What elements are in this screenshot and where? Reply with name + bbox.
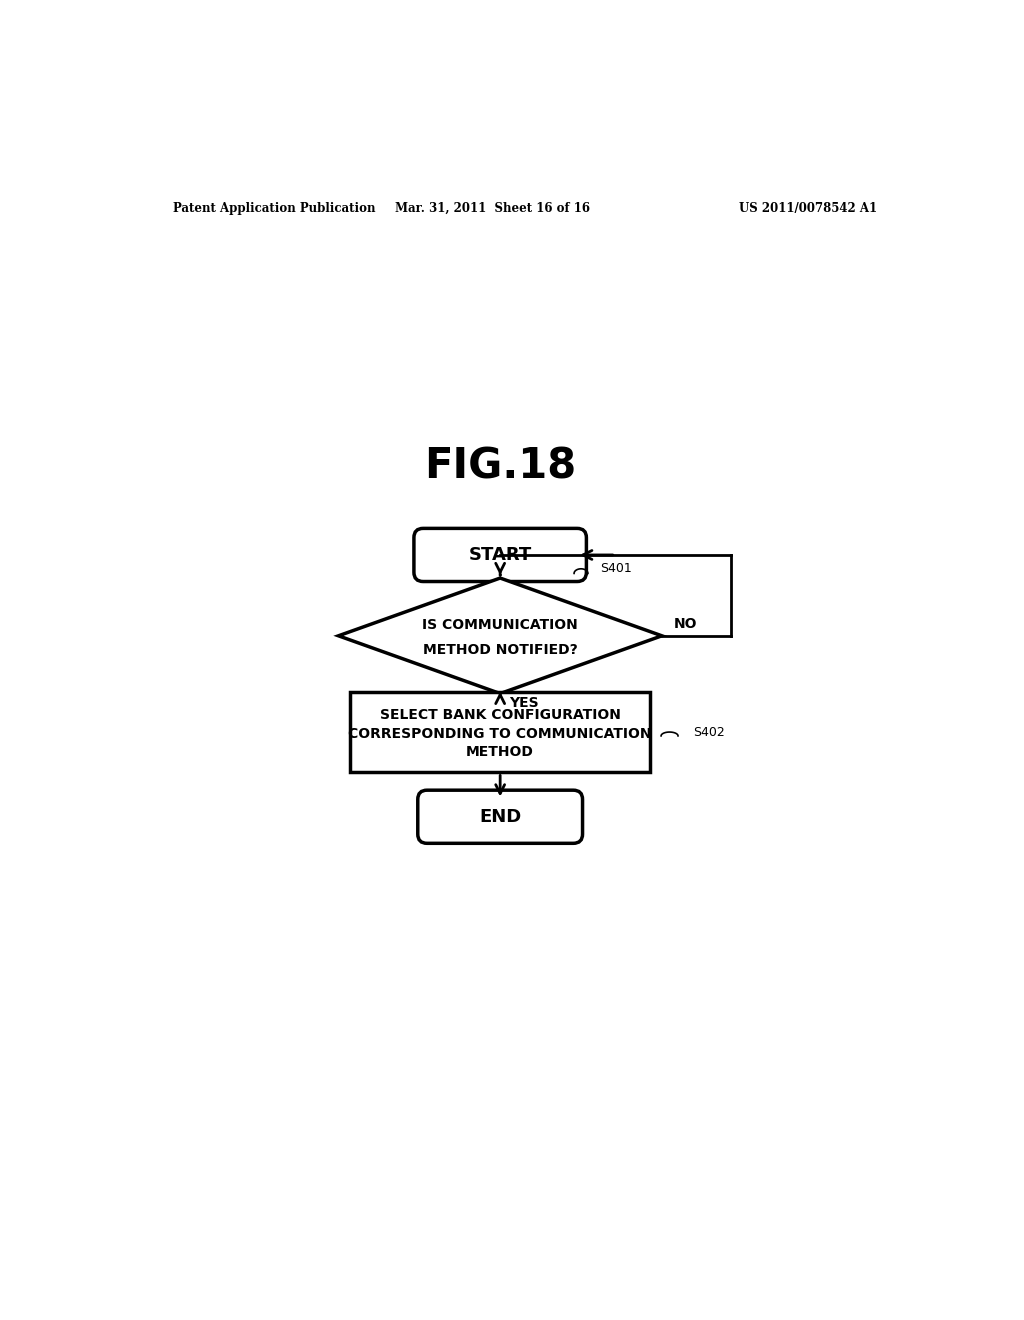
Polygon shape — [339, 578, 662, 693]
Bar — [350, 692, 650, 772]
Text: IS COMMUNICATION: IS COMMUNICATION — [422, 618, 578, 632]
FancyBboxPatch shape — [418, 791, 583, 843]
Text: US 2011/0078542 A1: US 2011/0078542 A1 — [739, 202, 878, 215]
Text: YES: YES — [509, 696, 539, 710]
Text: FIG.18: FIG.18 — [424, 445, 577, 487]
Text: END: END — [479, 808, 521, 826]
Text: START: START — [469, 546, 531, 564]
Text: CORRESPONDING TO COMMUNICATION: CORRESPONDING TO COMMUNICATION — [348, 726, 652, 741]
Text: S402: S402 — [692, 726, 724, 739]
FancyBboxPatch shape — [414, 528, 587, 582]
Text: NO: NO — [674, 618, 697, 631]
Text: Mar. 31, 2011  Sheet 16 of 16: Mar. 31, 2011 Sheet 16 of 16 — [395, 202, 590, 215]
Text: S401: S401 — [600, 562, 632, 576]
Text: Patent Application Publication: Patent Application Publication — [173, 202, 376, 215]
Text: METHOD: METHOD — [466, 744, 535, 759]
Text: METHOD NOTIFIED?: METHOD NOTIFIED? — [423, 643, 578, 656]
Text: SELECT BANK CONFIGURATION: SELECT BANK CONFIGURATION — [380, 708, 621, 722]
